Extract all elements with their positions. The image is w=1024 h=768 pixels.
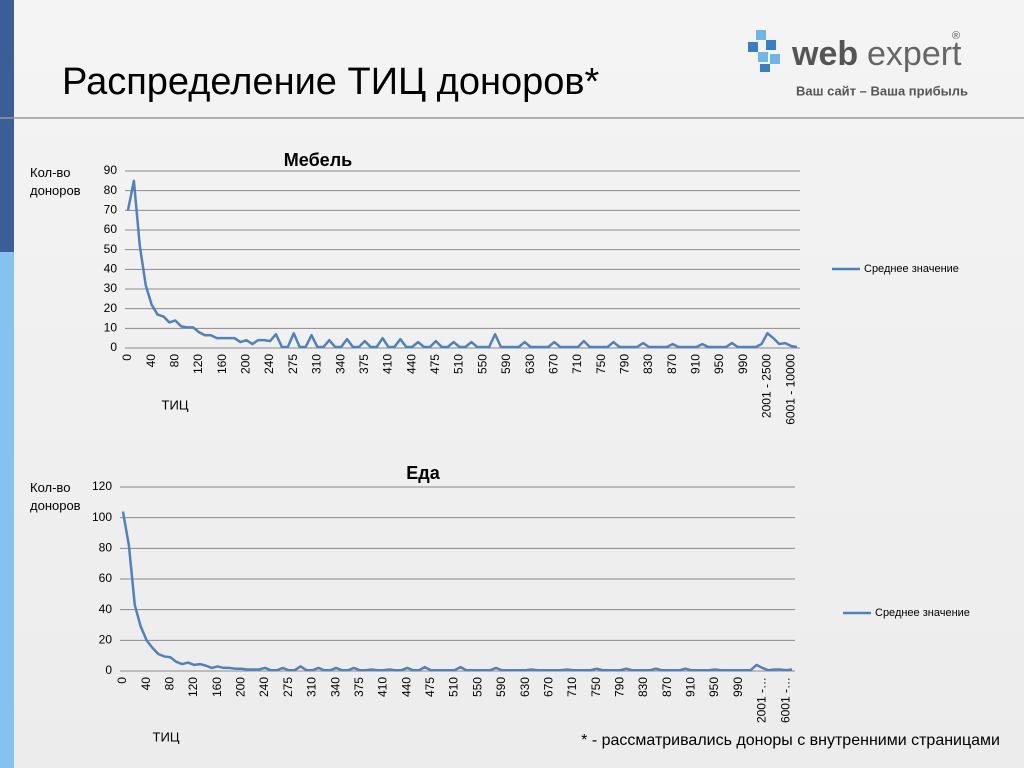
x-tick-label: 2001 - 2500 (760, 354, 774, 418)
x-tick-label: 990 (736, 354, 750, 374)
x-tick-label: 275 (281, 677, 295, 697)
legend-label: Среднее значение (864, 263, 959, 275)
logo-icon (748, 30, 780, 72)
x-tick-label: 160 (215, 354, 229, 374)
x-tick-label: 240 (257, 677, 271, 697)
y-tick-label: 100 (92, 510, 112, 524)
x-axis-label: ТИЦ (162, 397, 189, 412)
x-tick-label: 200 (239, 354, 253, 374)
x-tick-label: 240 (262, 354, 276, 374)
y-tick-label: 20 (104, 301, 118, 315)
y-axis-label: Кол-во доноров (30, 480, 81, 513)
x-tick-label: 750 (589, 677, 603, 697)
x-tick-label: 990 (731, 677, 745, 697)
x-tick-label: 340 (328, 677, 342, 697)
chart-title: Мебель (284, 150, 352, 170)
tagline: Ваш сайт – Ваша прибыль (796, 83, 968, 98)
x-tick-label: 950 (712, 354, 726, 374)
side-bar-light (0, 252, 14, 768)
x-tick-label: 910 (684, 677, 698, 697)
chart-title: Еда (406, 463, 440, 483)
y-tick-label: 80 (104, 183, 118, 197)
x-tick-label: 910 (689, 354, 703, 374)
y-tick-label: 0 (110, 340, 117, 354)
x-tick-label: 590 (494, 677, 508, 697)
y-tick-label: 60 (104, 222, 118, 236)
x-tick-label: 410 (381, 354, 395, 374)
x-tick-label: 0 (115, 677, 129, 684)
x-tick-label: 750 (594, 354, 608, 374)
y-tick-label: 70 (104, 203, 118, 217)
x-tick-label: 670 (546, 354, 560, 374)
x-tick-label: 475 (428, 354, 442, 374)
x-tick-label: 0 (120, 354, 134, 361)
x-tick-label: 40 (144, 354, 158, 368)
x-tick-label: 310 (310, 354, 324, 374)
y-tick-label: 20 (99, 633, 113, 647)
y-tick-label: 50 (104, 242, 118, 256)
x-tick-label: 790 (618, 354, 632, 374)
x-tick-label: 375 (357, 354, 371, 374)
y-tick-label: 40 (104, 262, 118, 276)
x-tick-label: 275 (286, 354, 300, 374)
x-tick-label: 310 (305, 677, 319, 697)
x-tick-label: 630 (518, 677, 532, 697)
x-axis-label: ТИЦ (153, 729, 180, 744)
y-tick-label: 90 (104, 163, 118, 177)
x-tick-label: 510 (452, 354, 466, 374)
slide-title: Распределение ТИЦ доноров* (62, 61, 600, 103)
x-tick-label: 670 (541, 677, 555, 697)
x-tick-label: 410 (376, 677, 390, 697)
x-tick-label: 830 (636, 677, 650, 697)
y-tick-label: 120 (92, 479, 112, 493)
x-tick-label: 440 (399, 677, 413, 697)
x-tick-label: 590 (499, 354, 513, 374)
x-tick-label: 790 (613, 677, 627, 697)
x-tick-label: 120 (191, 354, 205, 374)
y-axis-label: Кол-во доноров (30, 165, 81, 198)
x-tick-label: 630 (523, 354, 537, 374)
x-tick-label: 120 (186, 677, 200, 697)
x-tick-label: 200 (234, 677, 248, 697)
x-tick-label: 710 (570, 354, 584, 374)
legend-label: Среднее значение (875, 607, 970, 619)
y-tick-label: 60 (99, 571, 113, 585)
x-tick-label: 80 (163, 677, 177, 691)
x-tick-label: 870 (660, 677, 674, 697)
x-tick-label: 80 (168, 354, 182, 368)
logo-expert: expert (867, 35, 962, 73)
x-tick-label: 6001 - 10000 (783, 354, 797, 425)
footnote: * - рассматривались доноры с внутренними… (581, 732, 1000, 749)
x-tick-label: 6001 -… (778, 677, 792, 723)
x-tick-label: 475 (423, 677, 437, 697)
x-tick-label: 340 (333, 354, 347, 374)
logo-web: web (791, 35, 858, 73)
x-tick-label: 440 (404, 354, 418, 374)
y-tick-label: 0 (105, 663, 112, 677)
x-tick-label: 550 (475, 354, 489, 374)
y-tick-label: 30 (104, 281, 118, 295)
x-tick-label: 550 (470, 677, 484, 697)
x-tick-label: 160 (210, 677, 224, 697)
y-tick-label: 10 (104, 321, 118, 335)
x-tick-label: 870 (665, 354, 679, 374)
x-tick-label: 710 (565, 677, 579, 697)
y-tick-label: 80 (99, 541, 113, 555)
logo-mark: ® (952, 30, 960, 42)
x-tick-label: 510 (447, 677, 461, 697)
x-tick-label: 2001 -… (755, 677, 769, 723)
data-line (121, 511, 793, 672)
x-tick-label: 375 (352, 677, 366, 697)
side-bar-dark (0, 0, 14, 252)
y-tick-label: 40 (99, 602, 113, 616)
x-tick-label: 950 (707, 677, 721, 697)
data-line (126, 179, 798, 349)
x-tick-label: 40 (139, 677, 153, 691)
x-tick-label: 830 (641, 354, 655, 374)
